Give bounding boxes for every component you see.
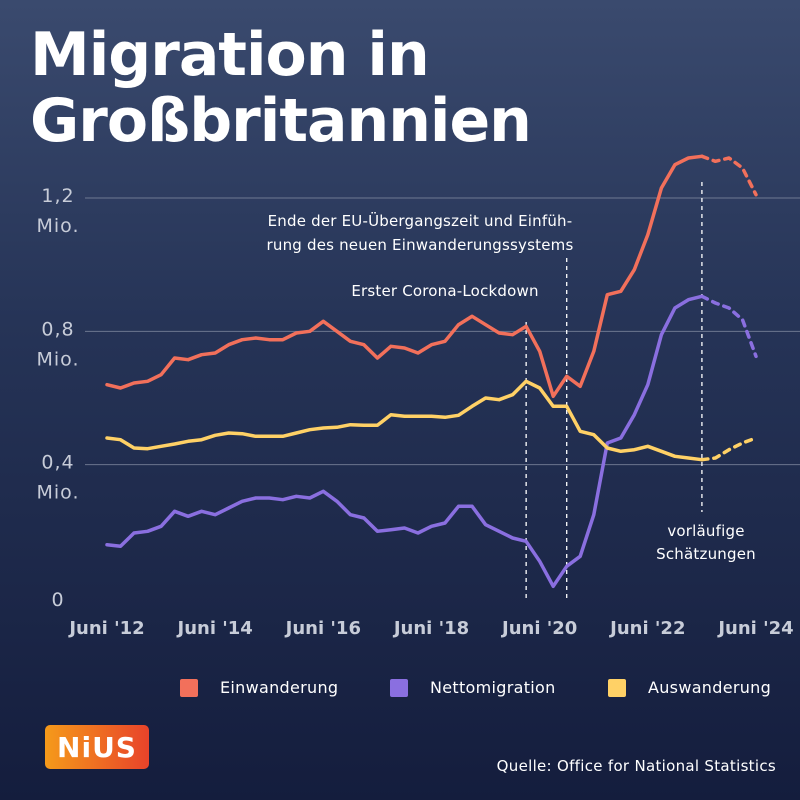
x-tick-label-0: Juni '12 — [67, 618, 144, 639]
annotation-label-2-0: vorläufige — [667, 522, 744, 540]
annotation-label-0-0: Erster Corona-Lockdown — [351, 282, 538, 300]
source-note: Quelle: Office for National Statistics — [497, 757, 776, 775]
x-tick-label-1: Juni '14 — [176, 618, 253, 639]
annotation-label-1-0: Ende der EU-Übergangszeit und Einfüh- — [268, 211, 573, 230]
legend-swatch-auswanderung — [608, 679, 626, 697]
y-tick-label-0-0: 0 — [51, 589, 64, 611]
legend-label-einwanderung: Einwanderung — [220, 678, 338, 697]
x-tick-label-5: Juni '22 — [608, 618, 685, 639]
series-projection-auswanderung — [702, 438, 756, 460]
series-projection-nettomigration — [702, 296, 756, 356]
legend-item-einwanderung: Einwanderung — [180, 678, 338, 697]
y-tick-label-1-1: Mio. — [36, 482, 79, 504]
y-axis-tick-labels: 0 0,4 Mio. 0,8 Mio. 1,2 Mio. — [36, 185, 79, 611]
legend-label-auswanderung: Auswanderung — [648, 678, 771, 697]
series-line-einwanderung — [107, 156, 702, 396]
legend-swatch-einwanderung — [180, 679, 198, 697]
nius-logo-text: NiUS — [57, 731, 137, 764]
y-tick-label-3-0: 1,2 — [41, 185, 74, 207]
annotation-label-1-1: rung des neuen Einwanderungssystems — [267, 236, 574, 254]
y-tick-label-3-1: Mio. — [36, 215, 79, 237]
x-tick-label-2: Juni '16 — [284, 618, 361, 639]
x-axis-tick-labels: Juni '12 Juni '14 Juni '16 Juni '18 Juni '20… — [67, 618, 793, 639]
y-tick-label-2-0: 0,8 — [41, 318, 74, 340]
legend-label-nettomigration: Nettomigration — [430, 678, 556, 697]
legend-item-nettomigration: Nettomigration — [390, 678, 556, 697]
legend-item-auswanderung: Auswanderung — [608, 678, 771, 697]
y-tick-label-1-0: 0,4 — [41, 452, 74, 474]
annotation-label-2-1: Schätzungen — [656, 545, 756, 563]
x-tick-label-6: Juni '24 — [716, 618, 793, 639]
y-tick-label-2-1: Mio. — [36, 348, 79, 370]
x-tick-label-3: Juni '18 — [392, 618, 469, 639]
nius-logo: NiUS — [45, 725, 149, 769]
legend-swatch-nettomigration — [390, 679, 408, 697]
x-tick-label-4: Juni '20 — [500, 618, 577, 639]
series-projection-einwanderung — [702, 156, 756, 194]
series-line-auswanderung — [107, 381, 702, 459]
